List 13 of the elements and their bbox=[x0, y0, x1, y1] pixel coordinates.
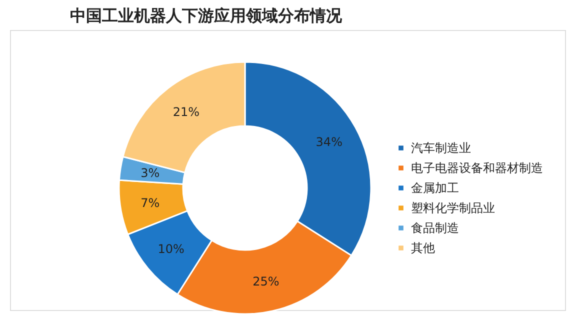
data-label: 10% bbox=[158, 242, 184, 256]
data-label: 3% bbox=[140, 166, 160, 180]
legend-label: 其他 bbox=[411, 241, 435, 255]
data-label: 25% bbox=[252, 274, 280, 289]
data-label: 34% bbox=[316, 134, 342, 149]
legend-label: 金属加工 bbox=[411, 181, 459, 195]
legend-label: 食品制造 bbox=[411, 221, 459, 235]
legend-label: 电子电器设备和器材制造 bbox=[411, 161, 543, 175]
chart-title: 中国工业机器人下游应用领域分布情况 bbox=[70, 6, 343, 25]
legend-label: 汽车制造业 bbox=[411, 141, 471, 155]
data-label: 21% bbox=[172, 105, 200, 120]
legend-label: 塑料化学制品业 bbox=[411, 201, 495, 215]
data-label: 7% bbox=[140, 196, 160, 210]
